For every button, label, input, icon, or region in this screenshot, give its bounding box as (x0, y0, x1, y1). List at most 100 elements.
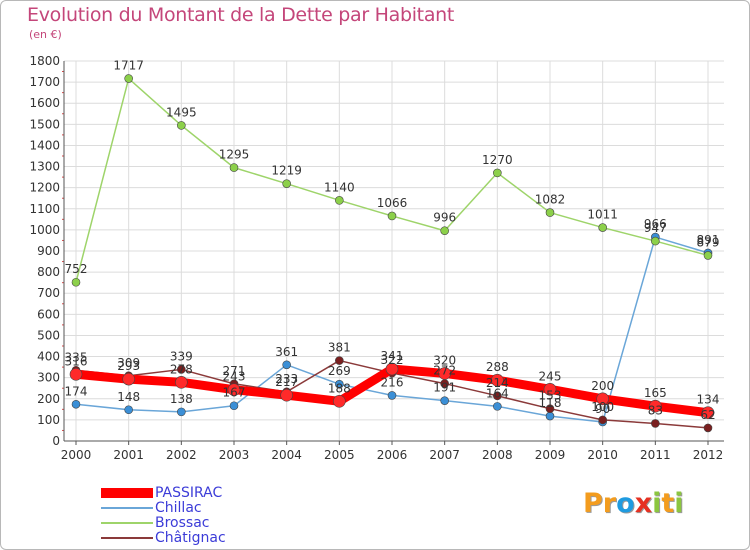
data-label-brossac: 1295 (219, 148, 250, 162)
y-tick-label: 300 (37, 371, 60, 385)
y-tick-label: 1300 (29, 160, 60, 174)
legend-swatch (101, 507, 153, 509)
data-point-chatignac (598, 415, 607, 425)
y-tick-label: 600 (37, 307, 60, 321)
data-point-chatignac (177, 365, 186, 374)
data-label-chatignac: 339 (170, 349, 193, 363)
data-label-chatignac: 309 (117, 356, 140, 370)
data-label-brossac: 1270 (482, 153, 513, 167)
x-tick-label: 2006 (377, 448, 408, 462)
legend-swatch (101, 488, 153, 498)
data-label-chatignac: 62 (700, 408, 715, 422)
data-label-chillac: 361 (275, 345, 298, 359)
logo-letter: o (616, 488, 635, 519)
x-tick-label: 2008 (482, 448, 513, 462)
y-tick-label: 1700 (29, 75, 60, 89)
data-label-brossac: 996 (433, 211, 456, 225)
data-label-passirac: 188 (328, 381, 351, 395)
data-label-passirac: 245 (539, 369, 562, 383)
data-point-brossac (387, 211, 397, 221)
data-label-chillac: 118 (539, 396, 562, 410)
data-point-passirac (385, 362, 399, 376)
data-point-brossac (335, 196, 344, 205)
logo-letter: P (583, 488, 603, 519)
data-point-chatignac (335, 356, 344, 365)
data-point-brossac (177, 121, 186, 130)
data-point-brossac (282, 179, 291, 188)
data-label-chillac: 164 (486, 386, 509, 400)
data-point-chillac (124, 405, 133, 415)
data-point-passirac (701, 406, 715, 420)
data-point-passirac (175, 376, 188, 389)
x-tick-label: 2007 (429, 448, 460, 462)
data-label-chillac: 138 (170, 392, 193, 406)
data-label-passirac: 278 (170, 362, 193, 376)
data-label-brossac: 947 (644, 221, 667, 235)
data-label-chatignac: 335 (65, 350, 88, 364)
data-point-passirac (491, 373, 504, 387)
y-tick-label: 100 (37, 413, 60, 427)
data-label-chillac: 891 (697, 233, 720, 247)
data-point-chillac (335, 379, 344, 389)
x-tick-label: 2004 (271, 448, 302, 462)
data-label-chatignac: 100 (591, 400, 614, 414)
legend-label: PASSIRAC (155, 485, 223, 501)
data-label-chillac: 167 (223, 386, 246, 400)
data-label-brossac: 752 (65, 262, 88, 276)
data-point-chillac (387, 391, 397, 400)
data-label-passirac: 217 (275, 375, 298, 389)
logo-letter: t (661, 488, 675, 519)
y-tick-label: 1100 (29, 202, 60, 216)
legend-label: Chillac (155, 500, 202, 516)
proxiti-logo: Proxiti (583, 488, 684, 519)
data-point-chillac (229, 401, 239, 411)
x-tick-label: 2012 (693, 448, 724, 462)
chart-title: Evolution du Montant de la Dette par Hab… (27, 4, 455, 26)
unit-label: (en €) (29, 28, 62, 41)
data-label-chillac: 174 (65, 384, 88, 398)
data-point-chillac (440, 396, 449, 405)
data-label-passirac: 243 (223, 370, 246, 384)
data-label-passirac: 165 (644, 386, 667, 400)
data-label-brossac: 1717 (113, 59, 144, 73)
x-tick-label: 2010 (587, 448, 618, 462)
data-point-brossac (598, 223, 607, 232)
logo-letter: i (652, 488, 662, 519)
legend-swatch (101, 522, 153, 524)
y-tick-label: 1200 (29, 181, 60, 195)
y-tick-label: 800 (37, 265, 60, 279)
x-tick-label: 2003 (219, 448, 250, 462)
data-label-chillac: 148 (117, 390, 140, 404)
y-tick-label: 1400 (29, 138, 60, 152)
data-point-passirac (227, 383, 241, 397)
data-point-passirac (596, 392, 609, 406)
y-tick-label: 500 (37, 328, 60, 342)
logo-letter: i (674, 488, 684, 519)
data-label-chillac: 269 (328, 364, 351, 378)
data-label-chillac: 966 (644, 217, 667, 231)
x-tick-label: 2011 (640, 448, 671, 462)
data-point-passirac (122, 372, 135, 386)
y-tick-label: 1600 (29, 96, 60, 110)
data-label-passirac: 316 (65, 354, 88, 368)
data-label-brossac: 1066 (377, 196, 408, 210)
data-point-brossac (703, 251, 713, 260)
data-point-chatignac (493, 391, 502, 401)
data-point-chillac (493, 402, 502, 411)
x-tick-label: 2009 (535, 448, 566, 462)
x-tick-label: 2001 (113, 448, 144, 462)
data-label-passirac: 341 (381, 349, 404, 363)
data-label-brossac: 1011 (587, 208, 618, 222)
data-label-brossac: 1082 (535, 193, 566, 207)
legend-label: Brossac (155, 515, 210, 531)
data-label-passirac: 320 (433, 353, 456, 367)
data-label-chatignac: 322 (381, 353, 404, 367)
data-label-brossac: 1140 (324, 180, 355, 194)
data-point-chatignac (651, 419, 660, 428)
data-point-brossac (124, 74, 133, 83)
data-point-chatignac (545, 404, 555, 414)
data-label-passirac: 293 (117, 359, 140, 373)
y-tick-label: 1800 (29, 54, 60, 68)
